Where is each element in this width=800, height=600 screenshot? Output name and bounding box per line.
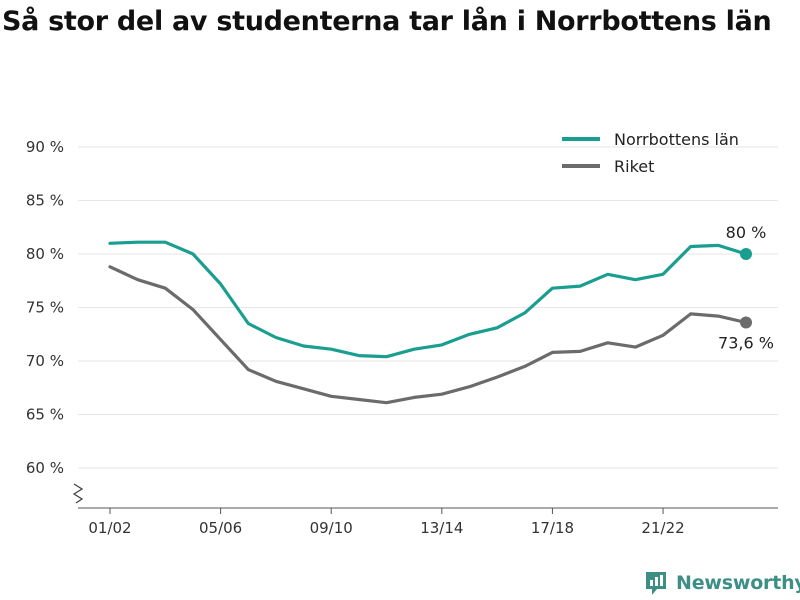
legend-label: Riket [614,157,654,176]
x-tick-label: 09/10 [310,519,353,537]
brand-name: Newsworthy [676,572,800,594]
chart-title: Så stor del av studenterna tar lån i Nor… [2,6,772,37]
series-line-norrbottens-län [108,240,748,359]
series-lines [108,240,748,405]
y-tick-label: 60 % [26,459,64,477]
axes: 60 % 65 % 70 % 75 % 80 % 85 % 90 % 01/02 05/06 09… [26,138,778,537]
end-value-label: 80 % [726,223,767,242]
end-value-label: 73,6 % [718,333,774,352]
y-tick-label: 85 % [26,192,64,210]
x-tick-label: 05/06 [199,519,242,537]
y-tick-label: 70 % [26,352,64,370]
newsworthy-logo-icon [646,572,666,595]
x-tick-label: 13/14 [420,519,463,537]
grid-lines [78,146,778,469]
y-tick-label: 80 % [26,245,64,263]
y-tick-label: 75 % [26,299,64,317]
data-labels: 80 % 73,6 % [718,223,774,352]
axis-break-icon [72,483,84,504]
legend: Norrbottens län Riket [562,130,739,176]
brand-logo: Newsworthy [644,568,800,598]
legend-label: Norrbottens län [614,130,739,149]
x-tick-label: 17/18 [531,519,574,537]
series-line-riket [108,265,748,405]
x-tick-label: 21/22 [641,519,684,537]
end-point-marker [740,316,752,329]
x-tick-label: 01/02 [88,519,131,537]
y-tick-label: 65 % [26,406,64,424]
end-point-marker [740,248,752,260]
y-tick-label: 90 % [26,138,64,156]
